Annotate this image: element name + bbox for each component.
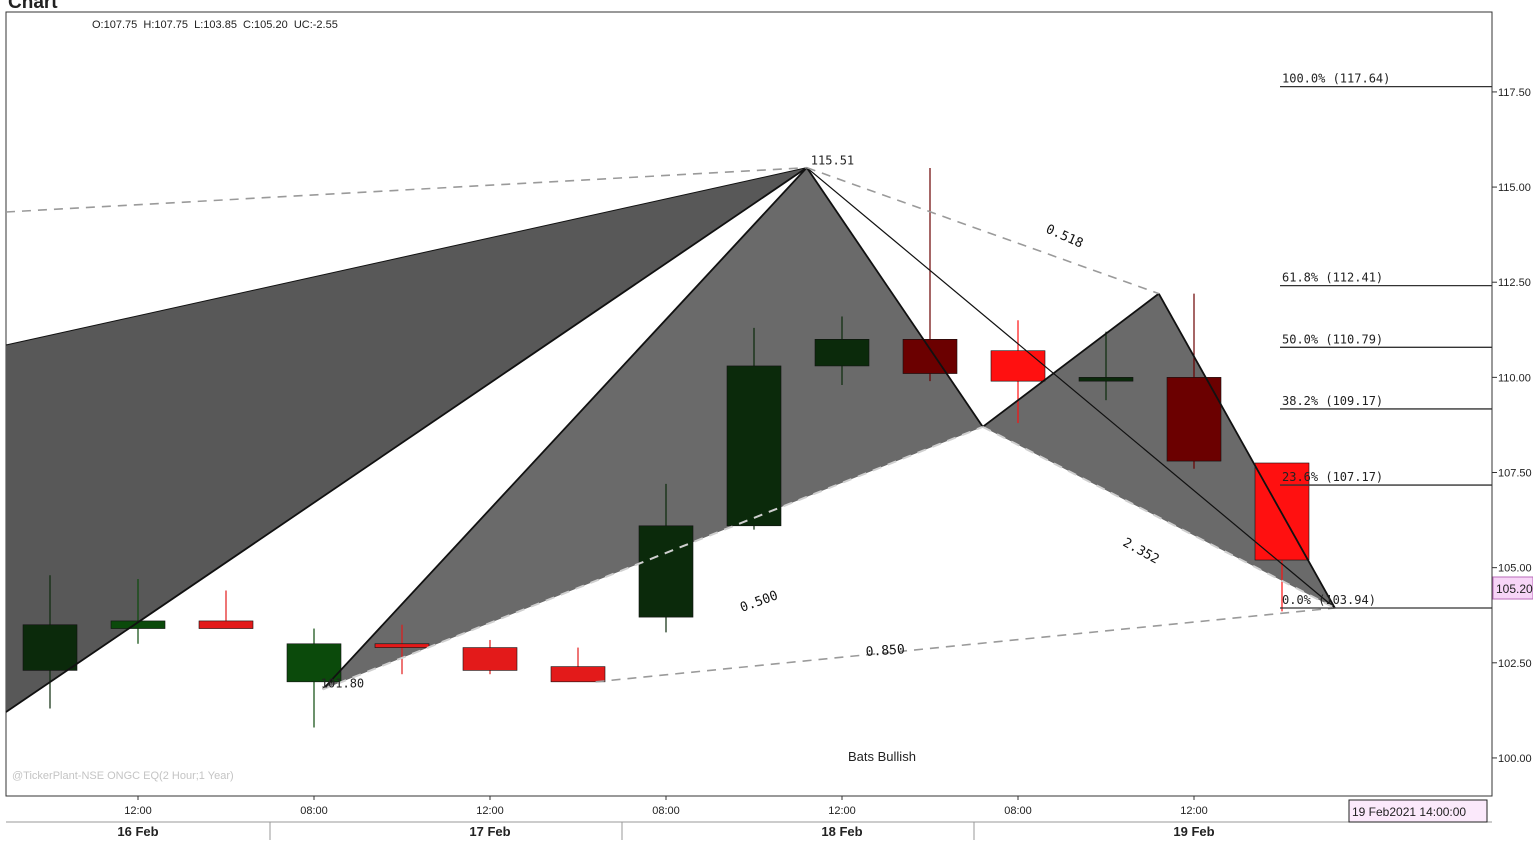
x-axis: 12:00 08:00 12:00 08:00 12:00 08:00 12:00 16 Fe… bbox=[6, 796, 1492, 840]
xab-triangle-fill bbox=[322, 167, 983, 690]
candle-body bbox=[1254, 462, 1310, 561]
day-label: 19 Feb bbox=[1173, 824, 1214, 839]
pattern-fills bbox=[6, 167, 1335, 712]
leg-ab bbox=[806, 167, 984, 428]
candle-body bbox=[110, 620, 166, 629]
day-label: 18 Feb bbox=[821, 824, 862, 839]
y-axis: 100.00 102.50 105.00 107.50 110.00 112.50 115.… bbox=[1492, 87, 1532, 765]
y-tick-label: 105.00 bbox=[1498, 563, 1532, 575]
x-tick-label: 08:00 bbox=[300, 805, 328, 817]
candle-body bbox=[550, 666, 606, 683]
fibonacci-levels: 100.0% (117.64) 61.8% (112.41) 50.0% (110.… bbox=[1280, 72, 1492, 609]
ratio-label: 0.518 bbox=[1043, 222, 1085, 252]
point-a-label: 115.51 bbox=[811, 154, 854, 168]
current-price-tag: 105.20 bbox=[1496, 582, 1533, 596]
candle-body bbox=[22, 624, 78, 671]
pattern-label: Bats Bullish bbox=[848, 749, 916, 764]
candle-body bbox=[814, 339, 870, 367]
candle-body bbox=[374, 643, 430, 648]
candle-body bbox=[1078, 377, 1134, 382]
line-ad bbox=[806, 167, 1336, 609]
candle-body bbox=[462, 647, 518, 671]
x-tick-label: 12:00 bbox=[1180, 805, 1208, 817]
y-tick-label: 102.50 bbox=[1498, 658, 1532, 670]
candle-body bbox=[902, 339, 958, 374]
candle-body bbox=[638, 525, 694, 618]
fib-level-label: 61.8% (112.41) bbox=[1282, 271, 1383, 285]
y-tick-label: 112.50 bbox=[1498, 277, 1531, 289]
fib-level-label: 50.0% (110.79) bbox=[1282, 332, 1383, 346]
dashed-xb bbox=[322, 425, 984, 691]
candle-body bbox=[286, 643, 342, 683]
fib-level-label: 100.0% (117.64) bbox=[1282, 72, 1390, 86]
x-tick-label: 12:00 bbox=[828, 805, 856, 817]
wedge-lower-edge bbox=[5, 166, 808, 713]
fib-level-label: 38.2% (109.17) bbox=[1282, 394, 1383, 408]
x-tick-label: 12:00 bbox=[476, 805, 504, 817]
ratio-label: 0.850 bbox=[865, 642, 905, 660]
fib-level-label: 23.6% (107.17) bbox=[1282, 470, 1383, 484]
ohlc-readout: O:107.75 H:107.75 L:103.85 C:105.20 UC:-… bbox=[92, 19, 338, 31]
dashed-ac bbox=[806, 166, 1160, 295]
x-tick-label: 08:00 bbox=[652, 805, 680, 817]
candle-body bbox=[1166, 377, 1222, 462]
chart-title: Chart bbox=[8, 0, 58, 13]
y-tick-label: 100.00 bbox=[1498, 753, 1532, 765]
ratio-label: 2.352 bbox=[1120, 535, 1162, 567]
dashed-left-extension bbox=[5, 166, 807, 213]
point-x-label: 101.80 bbox=[321, 676, 364, 690]
fib-level-label: 0.0% (103.94) bbox=[1282, 593, 1376, 607]
day-label: 16 Feb bbox=[117, 824, 158, 839]
candles bbox=[22, 168, 1310, 728]
leg-bc bbox=[982, 292, 1160, 428]
leg-xa bbox=[322, 167, 808, 691]
date-readout-box bbox=[1348, 799, 1488, 823]
dashed-xd bbox=[595, 607, 1335, 683]
date-readout: 19 Feb2021 14:00:00 bbox=[1352, 805, 1466, 819]
day-label: 17 Feb bbox=[469, 824, 510, 839]
y-tick-label: 107.50 bbox=[1498, 468, 1532, 480]
x-tick-label: 08:00 bbox=[1004, 805, 1032, 817]
y-tick-label: 115.00 bbox=[1498, 182, 1531, 194]
candle-body bbox=[726, 365, 782, 527]
candle-body bbox=[198, 620, 254, 629]
bcd-triangle-fill bbox=[982, 293, 1335, 608]
candle-body bbox=[990, 350, 1046, 382]
y-tick-label: 117.50 bbox=[1498, 87, 1531, 99]
y-tick-label: 110.00 bbox=[1498, 372, 1531, 384]
ratio-label: 0.500 bbox=[738, 588, 780, 615]
current-price-tag-box bbox=[1492, 576, 1533, 600]
dashed-bd bbox=[982, 425, 1336, 609]
wedge-upper-edge bbox=[5, 167, 807, 346]
leg-cd bbox=[1158, 293, 1336, 609]
instrument-watermark: @TickerPlant-NSE ONGC EQ(2 Hour;1 Year) bbox=[12, 770, 234, 782]
x-tick-label: 12:00 bbox=[124, 805, 152, 817]
